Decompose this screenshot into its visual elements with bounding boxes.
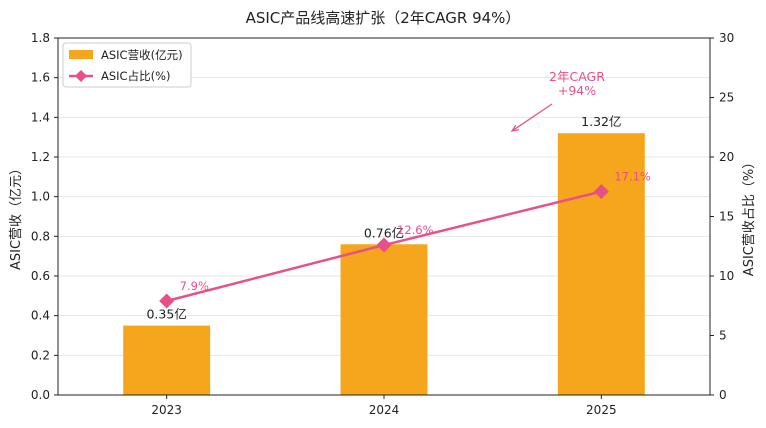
y-tick-label-right: 30 bbox=[719, 31, 734, 45]
cagr-annotation: 2年CAGR+94% bbox=[510, 69, 605, 132]
y-tick-label-left: 1.6 bbox=[31, 71, 50, 85]
annotation-arrowhead bbox=[510, 124, 519, 132]
y-axis-label-left: ASIC营收（亿元） bbox=[9, 162, 24, 270]
y-tick-label-left: 0.6 bbox=[31, 269, 50, 283]
annotation-arrow bbox=[511, 103, 553, 132]
bar-2025 bbox=[557, 133, 645, 395]
share-value-label: 17.1% bbox=[614, 170, 651, 184]
y-tick-label-left: 0.0 bbox=[31, 388, 50, 402]
y-tick-label-left: 0.4 bbox=[31, 309, 50, 323]
y-tick-label-right: 5 bbox=[719, 329, 727, 343]
y-tick-label-right: 25 bbox=[719, 91, 734, 105]
annotation-text: +94% bbox=[558, 83, 596, 98]
legend-label-bar: ASIC营收(亿元) bbox=[101, 48, 183, 62]
bar-value-label: 0.76亿 bbox=[364, 225, 404, 240]
y-tick-label-left: 0.2 bbox=[31, 348, 50, 362]
legend-label-line: ASIC占比(%) bbox=[101, 69, 171, 83]
y-tick-label-left: 1.4 bbox=[31, 110, 50, 124]
legend-box bbox=[62, 42, 192, 88]
annotation-text: 2年CAGR bbox=[549, 69, 605, 84]
y-tick-label-left: 1.2 bbox=[31, 150, 50, 164]
y-tick-label-right: 15 bbox=[719, 210, 734, 224]
bar-series bbox=[123, 133, 645, 395]
point-2023 bbox=[159, 293, 175, 309]
y-axis-label-right: ASIC营收占比（%） bbox=[742, 156, 757, 276]
data-labels: 0.35亿 0.76亿 1.32亿 7.9% 12.6% 17.1% bbox=[146, 114, 650, 321]
y-tick-label-left: 1.0 bbox=[31, 190, 50, 204]
legend-swatch-bar bbox=[69, 50, 93, 59]
bar-2023 bbox=[123, 325, 211, 395]
bar-2024 bbox=[340, 244, 428, 395]
share-value-label: 7.9% bbox=[180, 279, 209, 293]
share-value-label: 12.6% bbox=[397, 223, 434, 237]
y-tick-label-left: 0.8 bbox=[31, 229, 50, 243]
legend-swatch-marker bbox=[75, 70, 87, 82]
y-tick-label-right: 10 bbox=[719, 269, 734, 283]
point-2025 bbox=[593, 184, 609, 200]
legend: ASIC营收(亿元) ASIC占比(%) bbox=[62, 42, 192, 88]
bar-value-label: 1.32亿 bbox=[581, 114, 621, 129]
axes: 0.00.20.40.60.81.01.21.41.61.80510152025… bbox=[31, 31, 734, 417]
y-tick-label-right: 0 bbox=[719, 388, 727, 402]
x-tick-label: 2024 bbox=[369, 403, 400, 417]
y-tick-label-right: 20 bbox=[719, 150, 734, 164]
bar-value-label: 0.35亿 bbox=[146, 307, 186, 322]
line-series bbox=[159, 184, 609, 309]
chart-title: ASIC产品线高速扩张（2年CAGR 94%） bbox=[246, 9, 521, 27]
y-tick-label-left: 1.8 bbox=[31, 31, 50, 45]
x-tick-label: 2023 bbox=[151, 403, 182, 417]
x-tick-label: 2025 bbox=[586, 403, 617, 417]
point-2024 bbox=[376, 237, 392, 253]
